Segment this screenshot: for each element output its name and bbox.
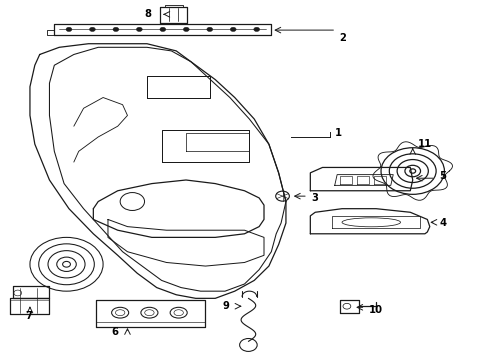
- Circle shape: [230, 27, 236, 32]
- Circle shape: [66, 27, 72, 32]
- Circle shape: [253, 27, 259, 32]
- Circle shape: [89, 27, 95, 32]
- Circle shape: [206, 27, 212, 32]
- Circle shape: [160, 27, 165, 32]
- Text: 7: 7: [25, 311, 32, 321]
- Text: 2: 2: [339, 33, 346, 43]
- Text: 5: 5: [439, 171, 446, 181]
- Text: 6: 6: [112, 327, 119, 337]
- Text: 1: 1: [334, 129, 341, 138]
- Text: 8: 8: [144, 9, 152, 19]
- Circle shape: [136, 27, 142, 32]
- Text: 3: 3: [311, 193, 318, 203]
- Circle shape: [183, 27, 189, 32]
- Text: 11: 11: [417, 139, 431, 149]
- Circle shape: [113, 27, 119, 32]
- Text: 10: 10: [368, 305, 382, 315]
- Text: 9: 9: [222, 301, 228, 311]
- Text: 4: 4: [439, 218, 446, 228]
